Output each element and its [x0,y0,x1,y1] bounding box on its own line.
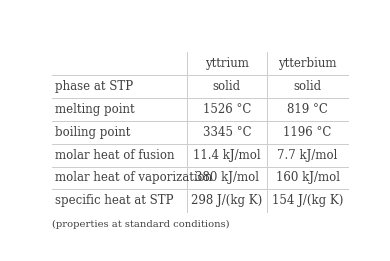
Text: 11.4 kJ/mol: 11.4 kJ/mol [193,149,261,162]
Text: molar heat of fusion: molar heat of fusion [55,149,175,162]
Text: (properties at standard conditions): (properties at standard conditions) [52,220,229,229]
Text: 1526 °C: 1526 °C [203,103,251,116]
Text: 7.7 kJ/mol: 7.7 kJ/mol [277,149,338,162]
Text: 819 °C: 819 °C [287,103,328,116]
Text: 380 kJ/mol: 380 kJ/mol [195,171,259,185]
Text: specific heat at STP: specific heat at STP [55,194,174,207]
Text: phase at STP: phase at STP [55,80,133,93]
Text: ytterbium: ytterbium [278,57,337,70]
Text: boiling point: boiling point [55,126,131,139]
Text: 160 kJ/mol: 160 kJ/mol [276,171,340,185]
Text: 3345 °C: 3345 °C [202,126,251,139]
Text: melting point: melting point [55,103,135,116]
Text: molar heat of vaporization: molar heat of vaporization [55,171,213,185]
Text: 154 J/(kg K): 154 J/(kg K) [272,194,343,207]
Text: yttrium: yttrium [205,57,249,70]
Text: solid: solid [294,80,322,93]
Text: solid: solid [213,80,241,93]
Text: 1196 °C: 1196 °C [284,126,332,139]
Text: 298 J/(kg K): 298 J/(kg K) [191,194,262,207]
